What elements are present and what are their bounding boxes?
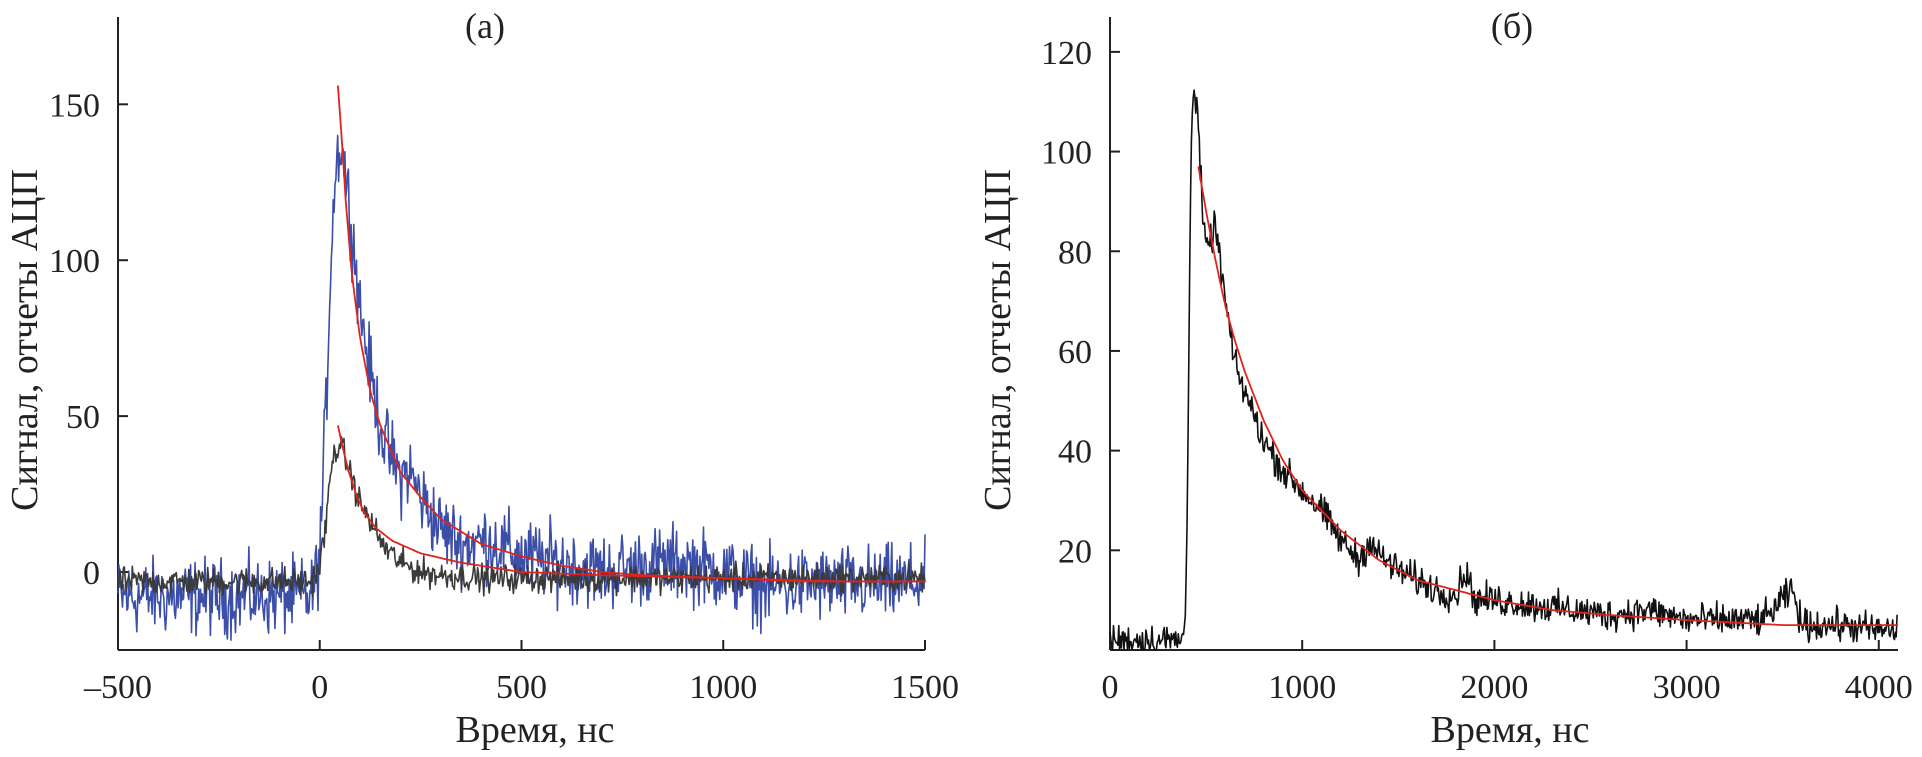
panel-a-series-signal-line <box>117 134 926 641</box>
panel-b-series <box>1109 89 1898 651</box>
panel-a-x-axis-label: Время, нс <box>456 709 615 751</box>
panel-a-series-signal-line <box>117 435 926 598</box>
panel-b-x-tick-label: 2000 <box>1460 669 1528 706</box>
panel-a: (а) Сигнал, отчеты АЦП Время, нс –500 0 50… <box>4 6 959 751</box>
panel-a-ticks: –500 0 500 1000 1500 0 50 100 150 <box>49 87 959 706</box>
panel-a-y-axis-label: Сигнал, отчеты АЦП <box>4 169 46 511</box>
panel-b-y-tick-label: 80 <box>1058 234 1092 271</box>
panel-b-y-tick-label: 60 <box>1058 334 1092 371</box>
panel-a-x-tick-label: –500 <box>83 669 152 706</box>
panel-b-title: (б) <box>1491 6 1533 46</box>
panel-b-x-tick-label: 1000 <box>1268 669 1336 706</box>
panel-a-y-tick-label: 150 <box>49 87 100 124</box>
panel-b-x-axis-label: Время, нс <box>1431 709 1590 751</box>
panel-b: (б) Сигнал, отчеты АЦП Время, нс 0 1000 20… <box>977 6 1913 751</box>
panel-a-x-tick-label: 1500 <box>891 669 959 706</box>
panel-a-x-tick-label: 1000 <box>689 669 757 706</box>
panel-a-y-tick-label: 0 <box>83 555 100 592</box>
panel-a-y-tick-label: 100 <box>49 243 100 280</box>
panel-a-title: (а) <box>465 6 505 46</box>
panel-b-x-tick-label: 0 <box>1102 669 1119 706</box>
panel-a-series-fit-line <box>337 425 925 583</box>
panel-b-series-signal-line <box>1109 89 1898 651</box>
panel-a-x-tick-label: 0 <box>311 669 328 706</box>
panel-a-x-tick-label: 500 <box>496 669 547 706</box>
panel-b-y-tick-label: 120 <box>1041 35 1092 72</box>
panel-b-x-tick-label: 4000 <box>1845 669 1913 706</box>
panel-b-y-tick-label: 20 <box>1058 533 1092 570</box>
panel-b-y-tick-label: 40 <box>1058 434 1092 471</box>
panel-b-ticks: 0 1000 2000 3000 4000 20 40 60 80 100 120 <box>1041 35 1913 706</box>
panel-b-y-tick-label: 100 <box>1041 135 1092 172</box>
panel-a-series <box>117 85 926 641</box>
panel-b-y-axis-label: Сигнал, отчеты АЦП <box>977 169 1019 511</box>
panel-b-x-tick-label: 3000 <box>1653 669 1721 706</box>
panel-a-y-tick-label: 50 <box>66 399 100 436</box>
panel-b-series-fit-line <box>1197 166 1898 626</box>
